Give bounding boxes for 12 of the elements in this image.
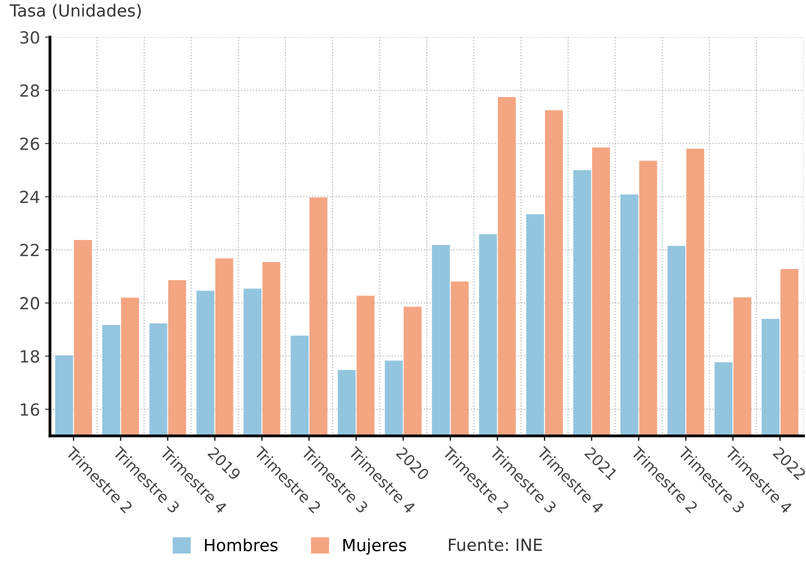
y-tick-label: 30	[20, 31, 40, 44]
y-tick-label: 18	[20, 350, 40, 363]
y-tick-label: 26	[20, 137, 40, 150]
legend-label: Hombres	[205, 538, 278, 552]
y-tick-label: 24	[20, 190, 40, 203]
y-tick-label: 20	[20, 296, 40, 310]
y-axis-title: Tasa (Unidades)	[10, 4, 141, 19]
y-tick-label: 16	[20, 403, 40, 416]
y-tick-label: 28	[20, 84, 40, 97]
legend-label: Mujeres	[343, 538, 406, 555]
y-tick-label: 22	[20, 244, 39, 256]
source-note: Fuente: INE	[448, 538, 542, 552]
